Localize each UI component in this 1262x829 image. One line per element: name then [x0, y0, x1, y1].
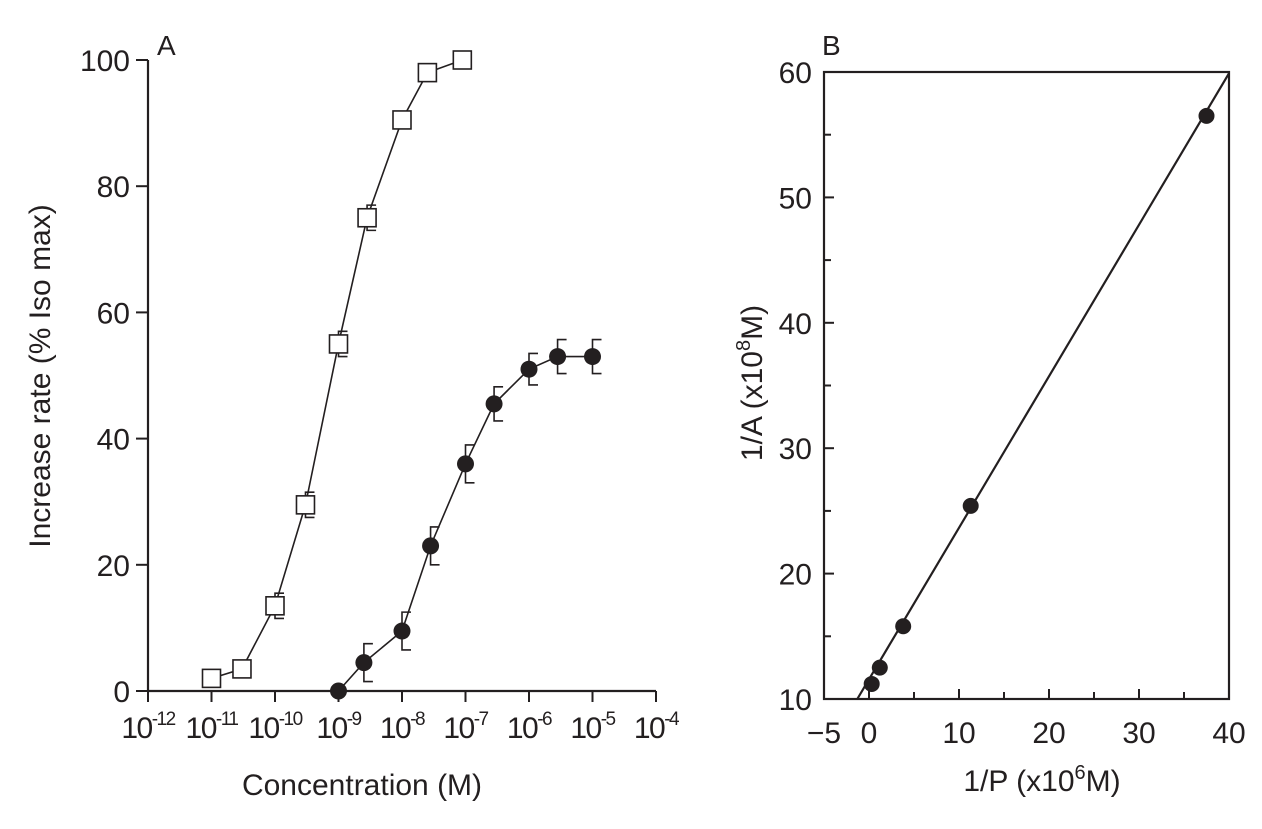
panel-a-y-tick-label: 80 — [97, 171, 130, 204]
panel-b-x-axis-label: 1/P (x106M) — [963, 762, 1120, 798]
panel-b-label: B — [822, 30, 841, 61]
panel-a-x-tick-label: 10-8 — [380, 709, 425, 745]
series-2-point — [549, 348, 567, 366]
panel-b-x-tick-label: 0 — [861, 717, 878, 750]
panel-b-y-axis-label: 1/A (x108M) — [733, 305, 769, 461]
series-1-line — [211, 59, 463, 680]
panel-b-y-tick-label: 20 — [779, 559, 812, 592]
series-2-point — [393, 622, 411, 640]
panel-b-x-label-sup: 6 — [1075, 762, 1086, 784]
panel-a-y-axis-label: Increase rate (% Iso max) — [24, 204, 57, 547]
panel-a-y-tick-label: 20 — [97, 550, 130, 583]
panel-a-x-tick-label: 10-4 — [634, 709, 680, 745]
panel-a-x-tick-label: 10-7 — [443, 709, 488, 745]
panel-a-y-tick-label: 60 — [97, 297, 130, 330]
panel-b-frame — [822, 70, 1231, 701]
panel-a-y-tick-label: 0 — [113, 676, 130, 709]
panel-b-y-label-post: M) — [736, 305, 769, 340]
series-1-point — [201, 668, 222, 689]
panel-a-x-tick-label: 10-6 — [507, 709, 552, 745]
panel-b-y-tick-label: 60 — [779, 57, 812, 90]
panel-b-x-label-pre: 1/P (x10 — [963, 765, 1074, 798]
panel-b-point — [863, 675, 880, 692]
series-2-point — [330, 682, 347, 700]
series-1-point — [232, 659, 252, 679]
series-1-point — [452, 50, 473, 70]
panel-b-point — [871, 659, 888, 676]
panel-b-fit-line — [856, 72, 1230, 700]
panel-a-x-tick-label: 10-10 — [248, 709, 302, 745]
panel-b: B 1/P (x106M) 1/A (x108M) 102030405060−5… — [733, 30, 1246, 798]
panel-b-y-tick-label: 30 — [779, 433, 812, 466]
series-2-point — [457, 455, 474, 473]
panel-b-point — [962, 497, 979, 514]
panel-b-y-label-sup: 8 — [733, 340, 755, 351]
panel-b-x-tick-label: −5 — [807, 717, 841, 750]
series-2-point — [355, 654, 373, 672]
panel-a-x-tick-label: 10-9 — [316, 709, 361, 745]
series-2-point — [584, 348, 601, 366]
panel-a-label: A — [157, 30, 176, 61]
panel-b-x-tick-label: 40 — [1212, 717, 1245, 750]
series-1-point — [392, 110, 412, 130]
series-2-point — [422, 537, 440, 555]
series-1-point — [295, 495, 316, 515]
panel-a-x-tick-label: 10-12 — [121, 709, 175, 745]
series-1-point — [265, 596, 285, 616]
panel-b-x-label-post: M) — [1086, 765, 1121, 798]
panel-b-x-tick-label: 30 — [1122, 717, 1155, 750]
series-2-point — [485, 395, 503, 413]
series-1-point — [328, 334, 349, 354]
panel-b-y-label-pre: 1/A (x10 — [736, 351, 769, 461]
panel-b-y-tick-label: 50 — [779, 182, 812, 215]
panel-b-point — [895, 618, 912, 635]
panel-b-x-tick-label: 10 — [942, 717, 975, 750]
panel-a-x-axis-label: Concentration (M) — [242, 769, 482, 802]
series-2-line — [337, 355, 593, 692]
series-1-point — [357, 207, 377, 228]
panel-a-y-tick-label: 100 — [80, 45, 130, 78]
series-2-point — [520, 360, 538, 378]
panel-b-point — [1198, 107, 1215, 124]
panel-a: A Concentration (M) Increase rate (% Iso… — [24, 30, 682, 802]
panel-b-y-tick-label: 40 — [779, 308, 812, 341]
series-1-point — [417, 62, 438, 83]
panel-a-x-tick-label: 10-5 — [570, 709, 615, 745]
panel-a-x-tick-label: 10-11 — [186, 709, 239, 745]
panel-b-x-tick-label: 20 — [1032, 717, 1065, 750]
panel-b-y-tick-label: 10 — [779, 684, 812, 717]
panel-a-y-tick-label: 40 — [97, 424, 130, 457]
